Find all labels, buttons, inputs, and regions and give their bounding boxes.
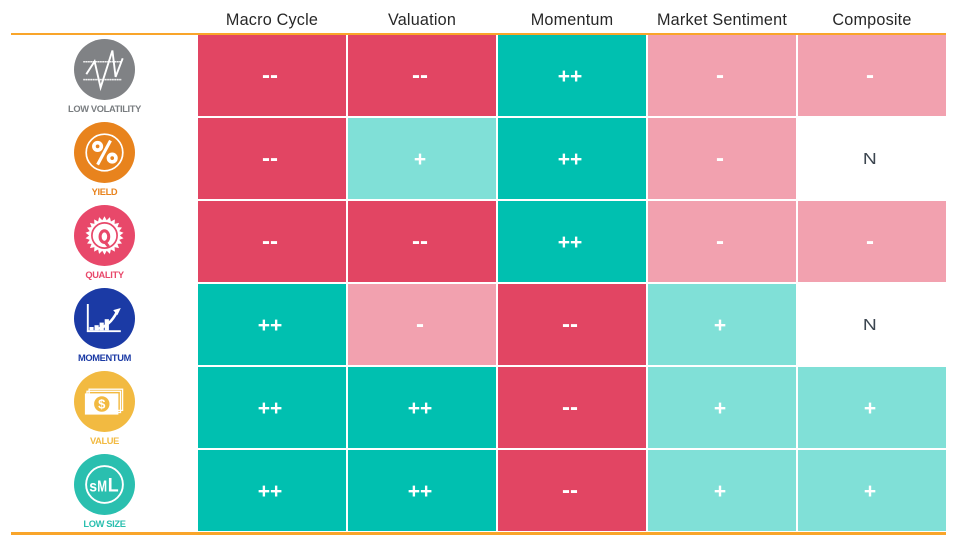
- svg-text:$: $: [98, 397, 106, 412]
- svg-text:s: s: [89, 478, 97, 495]
- svg-text:M: M: [97, 478, 107, 495]
- svg-text:L: L: [108, 474, 119, 496]
